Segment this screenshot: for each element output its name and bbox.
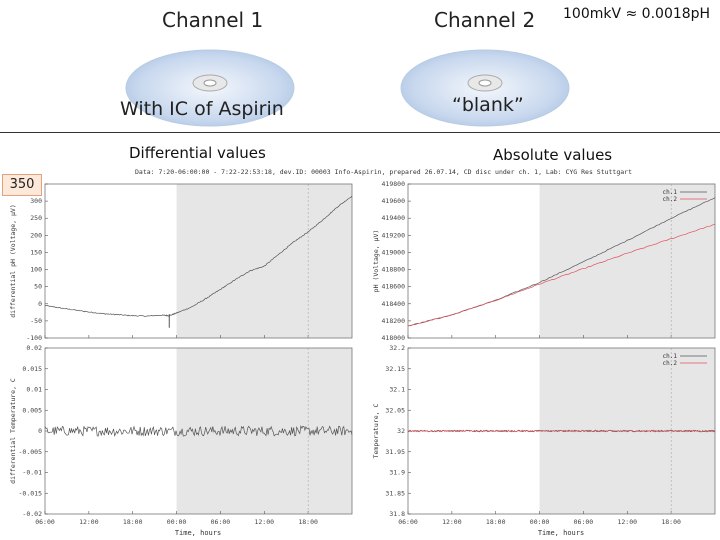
abs-temp-xtick-label: 06:00 <box>574 518 594 526</box>
diff-temp-xtick-label: 12:00 <box>79 518 99 526</box>
diff-ph-shaded-region <box>176 184 352 338</box>
diff-ph-ytick-label: 200 <box>30 231 42 239</box>
abs-temp-xtick-label: 12:00 <box>442 518 462 526</box>
abs-temp-ytick-label: 31.95 <box>385 448 405 456</box>
abs-ph-ytick-label: 419400 <box>382 214 406 222</box>
cd-disc-icon-channel2 <box>400 49 570 127</box>
abs-temp-legend-label: ch.1 <box>663 353 678 360</box>
abs-temp-xtick-label: 18:00 <box>661 518 681 526</box>
diff-temp-xtick-label: 00:00 <box>167 518 187 526</box>
abs-ph-ytick-label: 418000 <box>382 334 406 342</box>
diff-temp-series-diff <box>44 424 353 437</box>
abs-temp-xtick-label: 12:00 <box>617 518 637 526</box>
abs-temp-ytick-label: 31.85 <box>385 489 405 497</box>
abs-temp-xtick-label: 18:00 <box>486 518 506 526</box>
abs-ph-series-ch2 <box>407 223 716 327</box>
diff-temp-ytick-label: -0.005 <box>19 448 43 456</box>
abs-temp-ytick-label: 31.9 <box>389 469 405 477</box>
diff-temp-ytick-label: 0 <box>38 427 42 435</box>
abs-ph-ytick-label: 419000 <box>382 248 406 256</box>
abs-temp-legend-label: ch.2 <box>663 360 678 367</box>
abs-ph-legend-label: ch.1 <box>663 189 678 196</box>
diff-ph-frame <box>44 183 353 339</box>
diff-ph-ytick-label: 300 <box>30 197 42 205</box>
abs-ph-ytick-label: 419800 <box>382 180 406 188</box>
abs-ph-ytick-label: 419200 <box>382 231 406 239</box>
diff-temp-ytick-label: 0.005 <box>22 406 42 414</box>
x-axis-label-left: Time, hours <box>175 529 221 537</box>
abs-temp-ytick-label: 32.1 <box>389 386 405 394</box>
diff-ph-ytick-label: -100 <box>26 334 42 342</box>
abs-ph-ytick-label: 418200 <box>382 317 406 325</box>
plot-figure: Data: 7:20-06:00:00 - 7:22-22:53:18, dev… <box>9 168 716 537</box>
diff-ph-ytick-label: 150 <box>30 248 42 256</box>
diff-ph-ytick-label: 250 <box>30 214 42 222</box>
diff-temp-ytick-label: -0.015 <box>19 489 43 497</box>
value-badge: 350 <box>2 174 42 196</box>
diff-temp-ytick-label: -0.02 <box>22 510 42 518</box>
abs-temp-ytick-label: 31.8 <box>389 510 405 518</box>
diff-ph-series-diff <box>44 195 353 317</box>
channel2-title: Channel 2 <box>434 8 536 32</box>
left-section-label: Differential values <box>129 144 266 162</box>
plot-header: Data: 7:20-06:00:00 - 7:22-22:53:18, dev… <box>135 168 632 176</box>
diff-temp-ytick-label: 0.02 <box>26 344 42 352</box>
diff-ph-ytick-label: 100 <box>30 266 42 274</box>
conversion-note: 100mkV ≈ 0.0018pH <box>563 6 711 22</box>
channel1-subtitle: With IC of Aspirin <box>120 98 284 120</box>
diff-temp-ytick-label: 0.015 <box>22 365 42 373</box>
diff-temp-ytick-label: 0.01 <box>26 386 42 394</box>
abs-temp-ytick-label: 32.05 <box>385 406 405 414</box>
abs-ph-shaded-region <box>539 184 715 338</box>
diff-ph-ytick-label: 50 <box>34 283 42 291</box>
abs-ph-legend-label: ch.2 <box>663 196 678 203</box>
x-axis-label-right: Time, hours <box>538 529 584 537</box>
abs-temp-series-ch2 <box>407 429 716 433</box>
abs-ph-frame <box>407 183 716 339</box>
diff-temp-xtick-label: 12:00 <box>254 518 274 526</box>
diff-temp-xtick-label: 06:00 <box>211 518 231 526</box>
abs-ph-ytick-label: 418800 <box>382 266 406 274</box>
cd-disc-icon-channel1 <box>125 49 295 127</box>
abs-temp-ylabel: Temperature, C <box>372 404 380 459</box>
channel1-title: Channel 1 <box>162 8 264 32</box>
diff-ph-ylabel: differential pH (Voltage, µV) <box>9 204 17 318</box>
abs-ph-ylabel: pH (Voltage, µV) <box>372 230 380 293</box>
abs-ph-ytick-label: 418400 <box>382 300 406 308</box>
diff-temp-xtick-label: 06:00 <box>35 518 55 526</box>
diff-temp-shaded-region <box>176 348 352 514</box>
abs-ph-ytick-label: 419600 <box>382 197 406 205</box>
diff-ph-ytick-label: 0 <box>38 300 42 308</box>
diff-temp-ytick-label: -0.01 <box>22 469 42 477</box>
right-section-label: Absolute values <box>493 146 613 164</box>
diff-ph-ytick-label: -50 <box>30 317 42 325</box>
diff-temp-xtick-label: 18:00 <box>298 518 318 526</box>
divider-line <box>0 132 720 133</box>
abs-temp-xtick-label: 06:00 <box>398 518 418 526</box>
abs-temp-ytick-label: 32.2 <box>389 344 405 352</box>
channel2-subtitle: “blank” <box>452 94 524 116</box>
abs-temp-ytick-label: 32.15 <box>385 365 405 373</box>
diff-temp-xtick-label: 18:00 <box>123 518 143 526</box>
diff-temp-ylabel: differential Temperature, C <box>9 378 17 484</box>
abs-temp-ytick-label: 32 <box>397 427 405 435</box>
abs-temp-xtick-label: 00:00 <box>530 518 550 526</box>
abs-ph-ytick-label: 418600 <box>382 283 406 291</box>
